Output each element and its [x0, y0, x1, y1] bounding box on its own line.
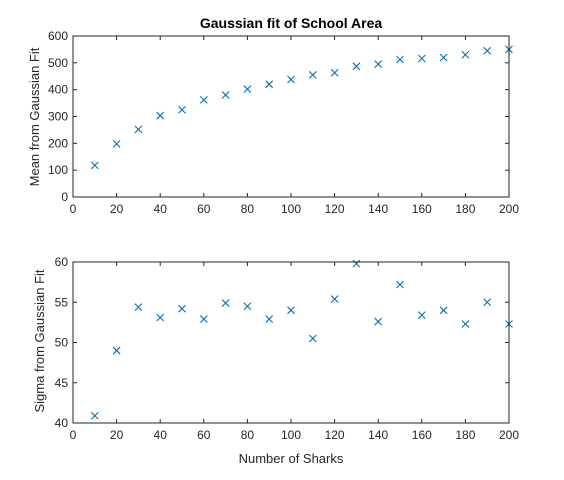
bottom-y-axis-label: Sigma from Gaussian Fit	[32, 269, 47, 412]
bottom-data-point	[156, 313, 165, 322]
top-axis-ticks: 0 20 40 60 80 100 120 140 160 180 200 0 100 200 300 400…	[48, 29, 519, 216]
bottom-data-point	[265, 315, 274, 324]
top-data-point	[374, 60, 383, 69]
top-data-point	[330, 68, 339, 77]
top-data-point	[90, 161, 99, 170]
bottom-data-points	[90, 259, 513, 420]
top-data-point	[352, 62, 361, 71]
bottom-x-tick-label: 140	[368, 428, 388, 442]
bottom-axis-ticks: 0 20 40 60 80 100 120 140 160 180 200 40 45 50 55 60	[55, 255, 520, 442]
top-data-point	[134, 125, 143, 134]
bottom-data-point	[330, 295, 339, 303]
bottom-x-tick-label: 120	[325, 428, 345, 442]
top-x-tick-label: 180	[455, 202, 475, 216]
top-y-tick-label: 0	[61, 190, 68, 204]
bottom-y-tick-label: 60	[55, 255, 69, 269]
bottom-x-axis-label: Number of Sharks	[239, 451, 344, 466]
top-data-point	[112, 139, 121, 148]
top-y-axis-label: Mean from Gaussian Fit	[27, 47, 42, 186]
top-data-point	[396, 55, 404, 64]
bottom-x-tick-label: 200	[499, 428, 519, 442]
bottom-data-point	[243, 302, 252, 311]
top-x-tick-label: 40	[154, 202, 168, 216]
bottom-x-tick-label: 60	[197, 428, 211, 442]
bottom-data-point	[90, 411, 99, 420]
bottom-data-point	[352, 259, 361, 268]
top-y-tick-label: 500	[48, 56, 68, 70]
bottom-data-point	[439, 306, 448, 315]
top-data-point	[243, 85, 252, 94]
top-y-tick-label: 100	[48, 163, 68, 177]
top-y-tick-label: 300	[48, 110, 68, 124]
bottom-subplot: Sigma from Gaussian Fit Number of Sharks…	[32, 255, 519, 466]
top-data-point	[287, 75, 295, 84]
bottom-y-tick-label: 40	[55, 416, 69, 430]
bottom-y-tick-label: 45	[55, 376, 69, 390]
top-x-tick-label: 20	[110, 202, 124, 216]
bottom-x-tick-label: 80	[241, 428, 255, 442]
top-data-point	[178, 105, 186, 114]
top-y-tick-label: 200	[48, 136, 68, 150]
bottom-x-tick-label: 100	[281, 428, 301, 442]
top-data-point	[156, 111, 165, 120]
top-data-points	[90, 45, 513, 170]
top-x-tick-label: 80	[241, 202, 255, 216]
bottom-data-point	[221, 299, 230, 307]
top-data-point	[199, 95, 208, 104]
bottom-data-point	[483, 298, 492, 307]
top-data-point	[308, 71, 317, 79]
bottom-plot-frame	[72, 261, 510, 424]
top-x-tick-label: 200	[499, 202, 519, 216]
bottom-data-point	[199, 315, 208, 324]
top-subplot: Gaussian fit of School Area Mean from Ga…	[27, 15, 519, 216]
bottom-x-tick-label: 40	[154, 428, 168, 442]
bottom-data-point	[178, 304, 186, 313]
top-data-point	[221, 91, 230, 99]
top-data-point	[461, 50, 470, 59]
top-y-tick-label: 400	[48, 83, 68, 97]
top-data-point	[265, 80, 274, 89]
bottom-x-tick-label: 160	[412, 428, 432, 442]
bottom-y-tick-label: 50	[55, 336, 69, 350]
top-data-point	[439, 53, 448, 62]
top-x-tick-label: 0	[70, 202, 77, 216]
top-plot-frame	[72, 35, 510, 198]
bottom-data-point	[134, 303, 143, 311]
bottom-data-point	[287, 306, 295, 315]
bottom-data-point	[396, 280, 404, 289]
top-y-tick-label: 600	[48, 29, 68, 43]
chart-title: Gaussian fit of School Area	[200, 15, 383, 31]
bottom-data-point	[374, 317, 383, 326]
top-x-tick-label: 160	[412, 202, 432, 216]
top-x-tick-label: 140	[368, 202, 388, 216]
bottom-data-point	[461, 320, 470, 328]
bottom-x-tick-label: 0	[70, 428, 77, 442]
bottom-x-tick-label: 180	[455, 428, 475, 442]
bottom-data-point	[112, 346, 121, 355]
bottom-data-point	[417, 311, 426, 320]
top-data-point	[483, 46, 492, 55]
top-x-tick-label: 120	[325, 202, 345, 216]
top-x-tick-label: 100	[281, 202, 301, 216]
bottom-x-tick-label: 20	[110, 428, 124, 442]
bottom-data-point	[308, 334, 317, 343]
bottom-y-tick-label: 55	[55, 295, 69, 309]
top-x-tick-label: 60	[197, 202, 211, 216]
top-data-point	[417, 54, 426, 63]
